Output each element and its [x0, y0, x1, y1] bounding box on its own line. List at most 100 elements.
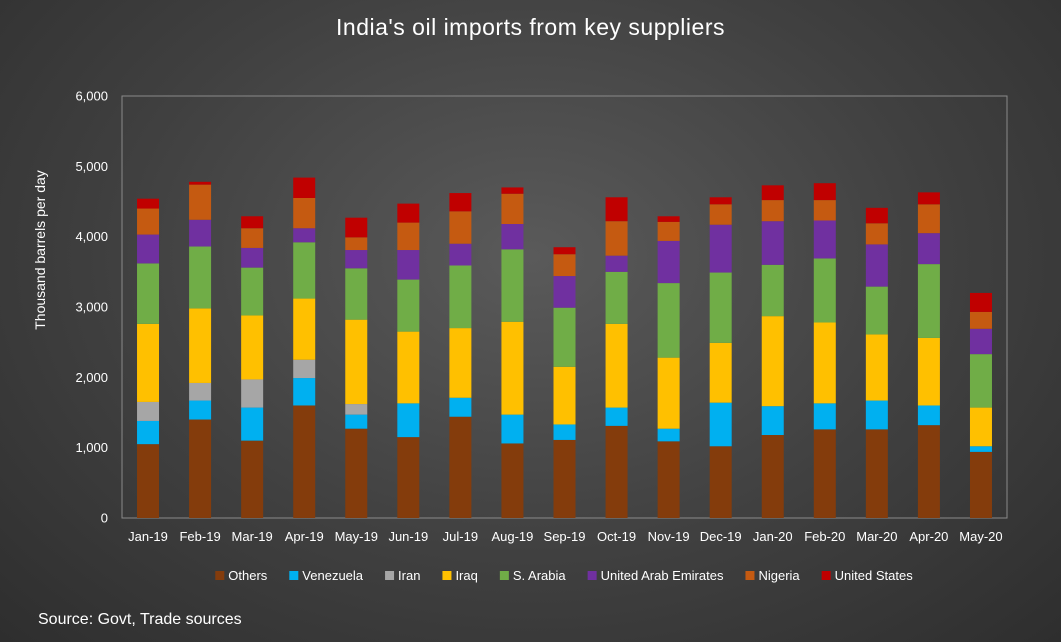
bar-segment-nigeria [397, 222, 420, 251]
bar-segment-nigeria [189, 184, 212, 220]
legend-item: Others [215, 568, 268, 583]
bar-segment-s-arabia [917, 264, 940, 338]
bar-segment-iraq [189, 308, 212, 383]
bar-segment-venezuela [189, 400, 212, 420]
bar-segment-others [449, 416, 472, 518]
bar-segment-united-states [761, 185, 784, 201]
bar-segment-nigeria [657, 221, 680, 241]
bar-segment-nigeria [761, 200, 784, 222]
bar-segment-nigeria [345, 237, 368, 251]
bar-segment-united-states [605, 197, 628, 222]
bar-segment-venezuela [293, 378, 316, 406]
bar-segment-s-arabia [137, 263, 160, 324]
bar-segment-s-arabia [605, 271, 628, 324]
bar-segment-iraq [241, 315, 264, 380]
x-tick-label: Apr-20 [909, 529, 948, 544]
x-tick-label: Dec-19 [700, 529, 742, 544]
bar-segment-nigeria [553, 254, 576, 277]
x-tick-label: Feb-19 [179, 529, 220, 544]
x-axis: Jan-19 Feb-19 Mar-19 Apr-19 May-19 Jun-19 Jul-… [128, 529, 1002, 544]
x-tick-label: Jul-19 [443, 529, 478, 544]
bar-segment-iraq [501, 321, 524, 415]
bar-segment-iraq [449, 328, 472, 398]
legend-label: Venezuela [302, 568, 363, 583]
bar-segment-united-arab-emirates [293, 228, 316, 243]
bar-segment-united-states [501, 187, 524, 194]
bar-segment-others [605, 425, 628, 518]
legend-swatch [499, 571, 509, 580]
legend-swatch [289, 571, 299, 580]
bar-segment-nigeria [293, 197, 316, 229]
legend-swatch [215, 571, 225, 580]
bar-segment-united-arab-emirates [605, 255, 628, 272]
bar-segment-venezuela [345, 414, 368, 429]
legend-label: Nigeria [758, 568, 800, 583]
legend-label: S. Arabia [513, 568, 567, 583]
bar-segment-united-states [397, 203, 420, 223]
bar-segment-others [813, 429, 836, 518]
bar-segment-iraq [969, 407, 992, 447]
bar-segment-venezuela [241, 407, 264, 441]
bar-segment-iraq [709, 342, 732, 403]
bar-segment-s-arabia [657, 283, 680, 358]
bar-segment-venezuela [397, 403, 420, 438]
bar-segment-others [917, 425, 940, 518]
bar-segment-nigeria [813, 200, 836, 221]
bar-segment-nigeria [501, 193, 524, 224]
bar-segment-united-arab-emirates [761, 221, 784, 265]
x-tick-label: Mar-19 [232, 529, 273, 544]
bar-segment-iran [241, 379, 264, 408]
bar-segment-united-states [293, 177, 316, 198]
y-tick-label: 1,000 [75, 440, 108, 455]
bar-segment-united-states [969, 292, 992, 312]
bar-segment-s-arabia [865, 286, 888, 335]
x-tick-label: Jan-20 [753, 529, 793, 544]
y-tick-label: 2,000 [75, 370, 108, 385]
bar-segment-united-states [657, 216, 680, 222]
bar-segment-s-arabia [553, 307, 576, 367]
bar-segment-nigeria [605, 221, 628, 256]
bar-segment-united-states [137, 198, 160, 209]
bar-segment-venezuela [657, 428, 680, 442]
bar-segment-venezuela [605, 407, 628, 426]
x-tick-label: Jun-19 [388, 529, 428, 544]
legend-swatch [821, 571, 831, 580]
bar-segment-others [501, 443, 524, 518]
bar-segment-venezuela [865, 400, 888, 430]
x-tick-label: Apr-19 [285, 529, 324, 544]
bar-segment-united-arab-emirates [709, 224, 732, 273]
bar-segment-others [865, 429, 888, 518]
bar-segment-iran [137, 401, 160, 421]
bar-segment-iraq [917, 337, 940, 406]
bar-segment-venezuela [553, 424, 576, 440]
legend-item: Iraq [442, 568, 478, 583]
x-tick-label: Nov-19 [648, 529, 690, 544]
bar-segment-nigeria [709, 204, 732, 225]
bar-segment-iran [189, 382, 212, 401]
bar-segment-venezuela [709, 402, 732, 447]
legend-item: United Arab Emirates [587, 568, 724, 583]
x-tick-label: Aug-19 [491, 529, 533, 544]
bar-segment-venezuela [813, 403, 836, 430]
bar-segment-united-states [917, 192, 940, 205]
bar-segment-iraq [293, 298, 316, 360]
source-note: Source: Govt, Trade sources [38, 611, 242, 628]
bar-segment-united-states [345, 217, 368, 238]
bar-segment-united-arab-emirates [813, 220, 836, 259]
bar-segment-united-states [553, 247, 576, 255]
bar-segment-s-arabia [709, 272, 732, 343]
bars-layer [137, 177, 992, 518]
y-tick-label: 6,000 [75, 89, 108, 104]
bar-segment-others [293, 405, 316, 518]
x-tick-label: Sep-19 [544, 529, 586, 544]
bar-segment-others [397, 437, 420, 518]
bar-segment-nigeria [917, 204, 940, 234]
bar-segment-s-arabia [189, 246, 212, 309]
bar-segment-united-states [865, 207, 888, 224]
bar-segment-s-arabia [345, 268, 368, 320]
bar-segment-iraq [553, 366, 576, 425]
bar-segment-nigeria [865, 223, 888, 245]
bar-segment-s-arabia [397, 279, 420, 332]
bar-segment-s-arabia [813, 258, 836, 323]
